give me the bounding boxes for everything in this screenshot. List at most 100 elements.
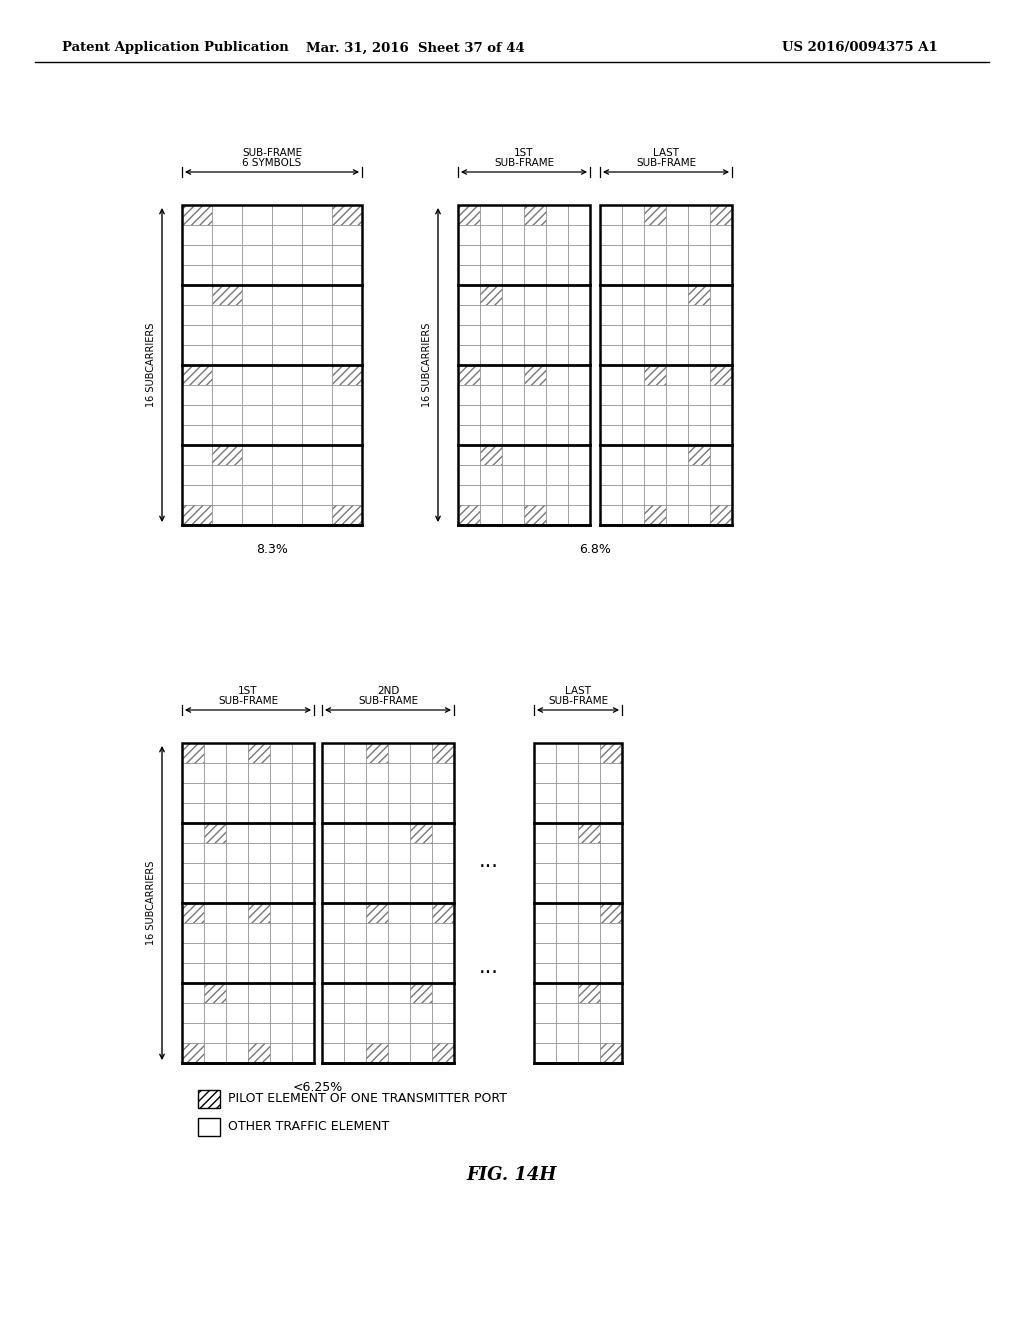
Bar — [502, 366, 524, 385]
Bar — [182, 305, 212, 325]
Bar — [226, 983, 248, 1003]
Bar — [292, 1043, 314, 1063]
Bar — [388, 903, 410, 923]
Bar — [458, 246, 480, 265]
Bar — [332, 484, 362, 506]
Bar — [332, 405, 362, 425]
Bar — [568, 285, 590, 305]
Bar — [622, 465, 644, 484]
Bar — [322, 822, 344, 843]
Bar — [502, 285, 524, 305]
Bar — [556, 763, 578, 783]
Bar — [182, 803, 204, 822]
Bar — [524, 205, 546, 224]
Bar — [292, 1003, 314, 1023]
Bar — [302, 246, 332, 265]
Bar — [534, 863, 556, 883]
Text: SUB-FRAME: SUB-FRAME — [358, 696, 418, 706]
Text: 8.3%: 8.3% — [256, 543, 288, 556]
Bar — [480, 484, 502, 506]
Bar — [212, 305, 242, 325]
Bar — [546, 385, 568, 405]
Bar — [344, 763, 366, 783]
Bar — [556, 743, 578, 763]
Bar — [578, 1003, 600, 1023]
Bar — [534, 1003, 556, 1023]
Bar — [302, 305, 332, 325]
Bar — [226, 1003, 248, 1023]
Bar — [322, 743, 344, 763]
Bar — [546, 445, 568, 465]
Bar — [666, 484, 688, 506]
Bar — [248, 883, 270, 903]
Bar — [332, 366, 362, 385]
Bar — [270, 923, 292, 942]
Bar — [546, 506, 568, 525]
Bar — [524, 385, 546, 405]
Bar — [568, 205, 590, 224]
Bar — [242, 385, 272, 405]
Bar — [204, 783, 226, 803]
Bar — [410, 964, 432, 983]
Bar — [366, 964, 388, 983]
Bar — [302, 425, 332, 445]
Bar — [710, 265, 732, 285]
Bar — [270, 843, 292, 863]
Bar — [204, 983, 226, 1003]
Text: 6 SYMBOLS: 6 SYMBOLS — [243, 158, 302, 168]
Bar — [226, 903, 248, 923]
Bar — [432, 883, 454, 903]
Bar — [270, 743, 292, 763]
Bar — [600, 246, 622, 265]
Text: 6.8%: 6.8% — [579, 543, 611, 556]
Bar — [556, 883, 578, 903]
Text: PILOT ELEMENT OF ONE TRANSMITTER PORT: PILOT ELEMENT OF ONE TRANSMITTER PORT — [228, 1093, 507, 1106]
Bar — [242, 506, 272, 525]
Bar — [182, 743, 204, 763]
Bar — [302, 345, 332, 366]
Bar — [710, 445, 732, 465]
Text: LAST: LAST — [653, 148, 679, 158]
Text: ...: ... — [479, 851, 499, 871]
Bar — [600, 863, 622, 883]
Bar — [242, 366, 272, 385]
Bar — [204, 863, 226, 883]
Bar — [546, 325, 568, 345]
Text: Patent Application Publication: Patent Application Publication — [62, 41, 289, 54]
Bar — [366, 903, 388, 923]
Text: 16 SUBCARRIERS: 16 SUBCARRIERS — [146, 861, 156, 945]
Bar — [458, 465, 480, 484]
Bar — [248, 1003, 270, 1023]
Bar — [644, 385, 666, 405]
Bar — [480, 265, 502, 285]
Bar — [568, 425, 590, 445]
Bar — [688, 385, 710, 405]
Bar — [248, 843, 270, 863]
Bar — [480, 325, 502, 345]
Bar — [502, 484, 524, 506]
Bar — [600, 385, 622, 405]
Bar — [182, 484, 212, 506]
Bar — [710, 224, 732, 246]
Bar — [182, 246, 212, 265]
Bar — [688, 345, 710, 366]
Bar — [556, 903, 578, 923]
Bar — [666, 205, 688, 224]
Bar — [270, 803, 292, 822]
Bar — [546, 305, 568, 325]
Bar — [502, 465, 524, 484]
Bar — [546, 205, 568, 224]
Bar — [578, 923, 600, 942]
Bar — [366, 763, 388, 783]
Bar — [344, 1023, 366, 1043]
Bar — [480, 285, 502, 305]
Bar — [292, 923, 314, 942]
Bar — [666, 285, 688, 305]
Bar — [524, 345, 546, 366]
Bar — [688, 305, 710, 325]
Bar — [204, 803, 226, 822]
Bar — [302, 366, 332, 385]
Text: ...: ... — [479, 957, 499, 977]
Bar — [524, 246, 546, 265]
Bar — [502, 325, 524, 345]
